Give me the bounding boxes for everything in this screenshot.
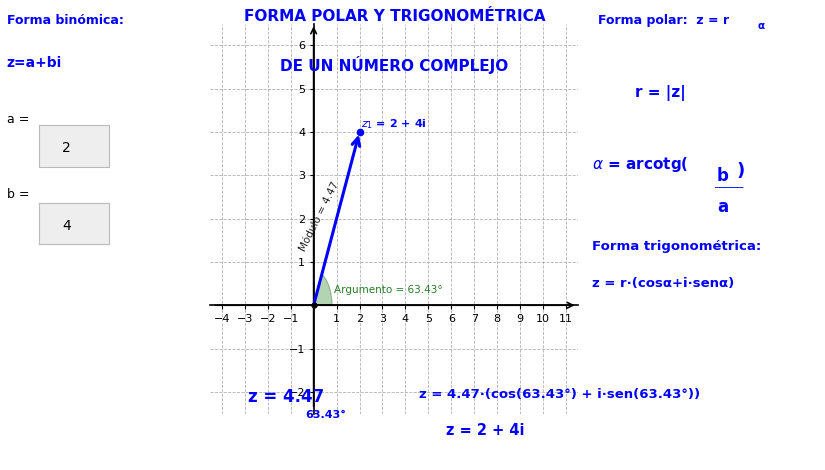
Text: α: α (757, 21, 765, 31)
Text: DE UN NÚMERO COMPLEJO: DE UN NÚMERO COMPLEJO (280, 56, 508, 74)
Text: Módulo = 4.47: Módulo = 4.47 (298, 180, 341, 253)
Text: Forma trigonométrica:: Forma trigonométrica: (592, 240, 761, 253)
Text: a: a (717, 198, 728, 216)
Text: ): ) (737, 162, 745, 180)
Text: $\alpha$ = arcotg(: $\alpha$ = arcotg( (592, 155, 689, 174)
Text: $z_1$ = 2 + 4i: $z_1$ = 2 + 4i (361, 118, 427, 131)
Text: Forma binómica:: Forma binómica: (7, 14, 124, 27)
Text: 63.43°: 63.43° (305, 410, 346, 420)
Wedge shape (314, 274, 332, 305)
Text: b: b (717, 167, 728, 185)
Text: a =: a = (7, 113, 33, 126)
Text: Forma polar:  z = r: Forma polar: z = r (598, 14, 729, 27)
Text: b =: b = (7, 188, 33, 201)
Text: z = 4.47: z = 4.47 (248, 388, 323, 406)
Text: 2: 2 (63, 141, 71, 155)
Text: 4: 4 (63, 219, 71, 233)
Text: r = |z|: r = |z| (635, 85, 686, 101)
Text: z = 2 + 4i: z = 2 + 4i (446, 423, 524, 438)
Text: FORMA POLAR Y TRIGONOMÉTRICA: FORMA POLAR Y TRIGONOMÉTRICA (243, 9, 545, 24)
Text: Argumento = 63.43°: Argumento = 63.43° (334, 285, 442, 295)
Text: z = r·(cosα+i·senα): z = r·(cosα+i·senα) (592, 277, 734, 290)
Text: z=a+bi: z=a+bi (7, 56, 62, 70)
Text: z = 4.47·(cos(63.43°) + i·sen(63.43°)): z = 4.47·(cos(63.43°) + i·sen(63.43°)) (419, 388, 700, 401)
Text: ─────: ───── (714, 183, 744, 193)
